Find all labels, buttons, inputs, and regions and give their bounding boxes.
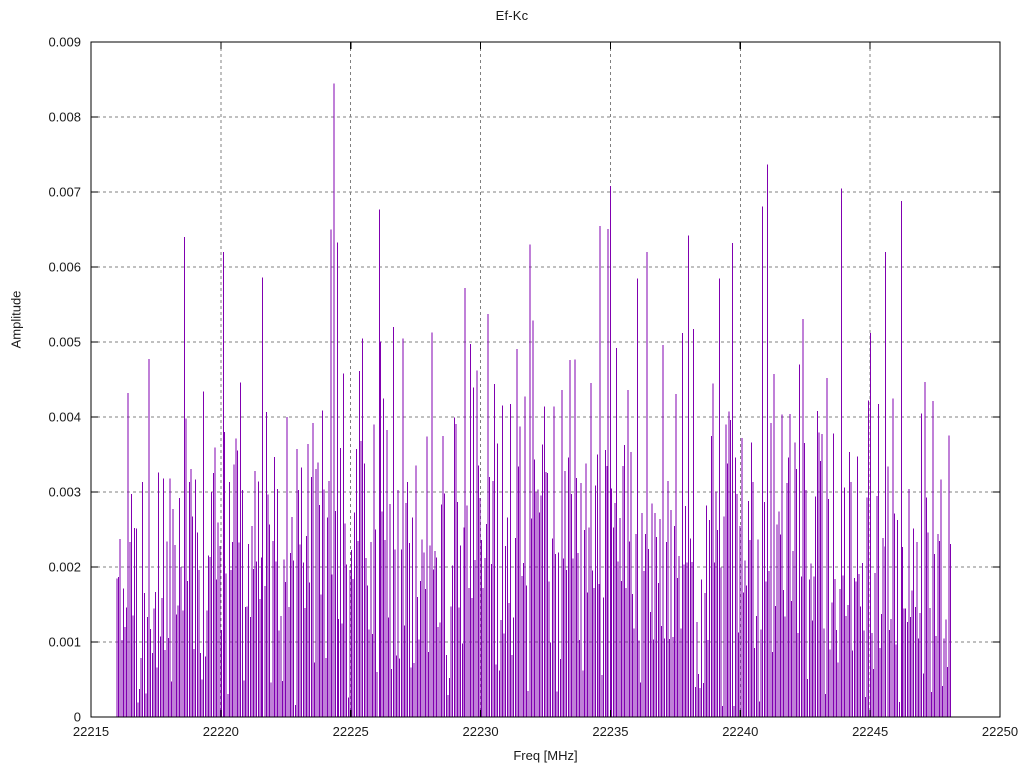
x-tick-label: 22235: [592, 724, 628, 739]
x-tick-label: 22250: [982, 724, 1018, 739]
x-axis-label: Freq [MHz]: [513, 748, 578, 763]
chart-title: Ef-Kc: [495, 8, 529, 23]
y-tick-label: 0.004: [48, 410, 81, 425]
axis-ticks: [90, 41, 1001, 718]
y-tick-label: 0.007: [48, 185, 81, 200]
y-tick-label: 0.009: [48, 35, 81, 50]
y-tick-label: 0.005: [48, 335, 81, 350]
x-tick-label: 22215: [73, 724, 109, 739]
y-tick-label: 0.001: [48, 635, 81, 650]
x-tick-label: 22245: [852, 724, 888, 739]
x-tick-label: 22240: [722, 724, 758, 739]
y-tick-label: 0.002: [48, 560, 81, 575]
y-tick-label: 0.003: [48, 485, 81, 500]
plot-frame: [90, 41, 1001, 718]
y-tick-label: 0.008: [48, 110, 81, 125]
data-series-impulses: [116, 83, 952, 717]
x-tick-label: 22230: [462, 724, 498, 739]
x-tick-label: 22225: [333, 724, 369, 739]
x-tick-label: 22220: [203, 724, 239, 739]
y-tick-label: 0.006: [48, 260, 81, 275]
y-tick-label: 0: [74, 710, 81, 725]
axis-tick-labels: 0 0.001 0.002 0.003 0.004 0.005 0.006 0.007 0.00…: [48, 35, 1018, 740]
